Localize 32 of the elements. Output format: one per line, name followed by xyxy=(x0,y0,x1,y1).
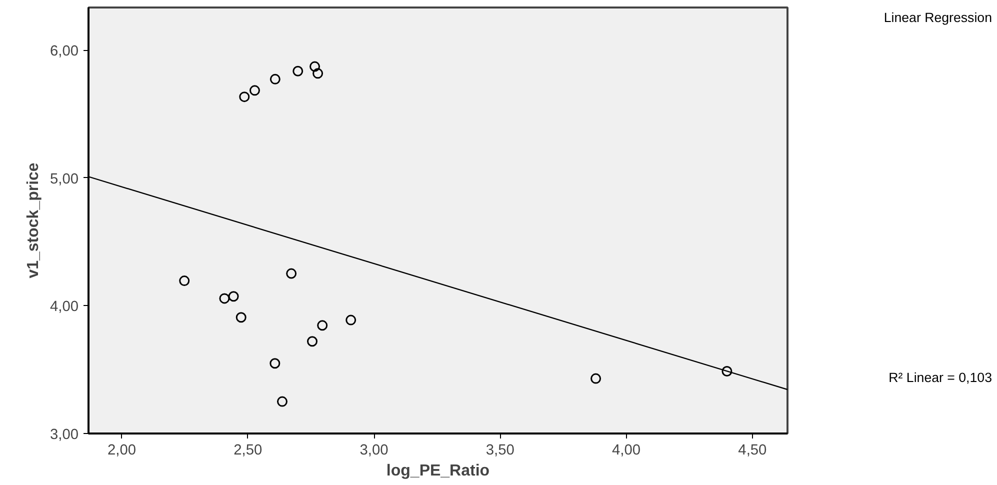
point xyxy=(270,74,280,84)
x-tick-label: 4,50 xyxy=(738,442,767,458)
point xyxy=(236,312,246,323)
point xyxy=(286,268,297,279)
x-tick-label: 2,00 xyxy=(108,442,136,458)
point xyxy=(270,358,280,369)
point xyxy=(312,68,324,79)
x-tick-label: 3,00 xyxy=(360,442,388,458)
y-tick-label: 3,00 xyxy=(50,427,79,443)
point xyxy=(276,396,288,407)
y-tick-label: 6,00 xyxy=(50,44,79,60)
point xyxy=(239,92,250,102)
legend-title: Linear Regression xyxy=(884,9,992,27)
y-tick-label: 5,00 xyxy=(50,171,79,188)
point xyxy=(228,291,239,302)
text: R² Linear = 0,103 xyxy=(888,369,992,387)
point xyxy=(722,366,732,377)
point xyxy=(179,276,190,286)
y-tick-label: 4,00 xyxy=(50,299,79,316)
point xyxy=(292,66,304,76)
point xyxy=(219,293,230,304)
y-axis-title: v1_stock_price xyxy=(24,162,42,278)
x-tick-label: 4,00 xyxy=(612,442,641,458)
point xyxy=(317,320,328,331)
x-axis-title: log_PE_Ratio xyxy=(386,462,490,480)
point xyxy=(310,61,320,72)
x-tick-label: 2,50 xyxy=(234,442,262,458)
point xyxy=(346,314,356,326)
x-tick-label: 3,50 xyxy=(486,442,514,458)
point xyxy=(307,336,318,347)
point xyxy=(249,85,260,96)
point xyxy=(590,373,602,384)
